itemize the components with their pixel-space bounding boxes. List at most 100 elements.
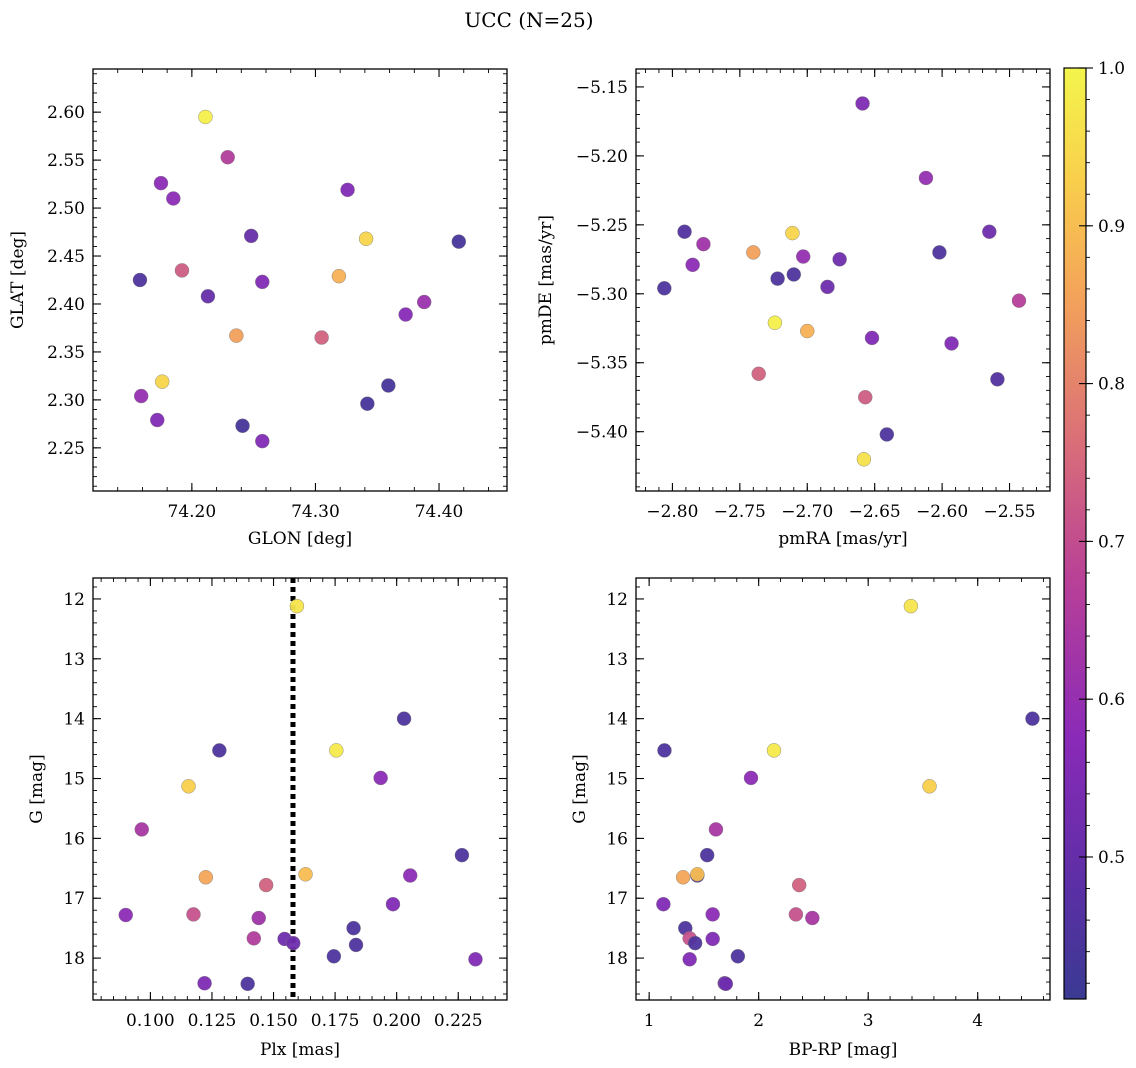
scatter-point [174, 263, 190, 278]
scatter-point [403, 868, 418, 883]
scatter-point [331, 268, 347, 284]
scatter-point [903, 598, 919, 614]
x-tick-label: −2.70 [781, 502, 833, 522]
marks-layer: −2.80 −2.75 −2.70 −2.65 −2.60 −2.55 −5.40 −5.35… [576, 69, 1050, 522]
colorbar-tick-label: 0.7 [1098, 532, 1125, 552]
scatter-point [796, 249, 811, 264]
scatter-point [791, 877, 807, 893]
colorbar-tick-label: 1.0 [1098, 59, 1125, 79]
scatter-point [864, 330, 880, 346]
panel-frame [635, 577, 1051, 1001]
y-tick-label: 15 [606, 770, 628, 790]
panel-frame [635, 68, 1051, 492]
scatter-point [687, 935, 703, 951]
x-tick-label: 0.200 [372, 1011, 421, 1031]
scatter-point [246, 931, 262, 946]
y-tick-label: −5.15 [576, 78, 628, 98]
scatter-point [982, 224, 997, 239]
colorbar-ticks: 0.5 0.6 0.7 0.8 0.9 1.0 [1079, 59, 1125, 984]
scatter-point [134, 822, 149, 837]
x-tick-label: 2 [753, 1011, 764, 1031]
scatter-point [770, 271, 785, 286]
scatter-point [373, 770, 388, 786]
y-tick-label: 2.55 [47, 151, 85, 171]
scatter-point [396, 711, 412, 726]
x-tick-label: 0.225 [434, 1011, 483, 1031]
y-tick-label: 2.30 [47, 391, 85, 411]
y-tick-label: 2.45 [47, 247, 85, 267]
y-tick-label: −5.30 [576, 285, 628, 305]
scatter-point [832, 252, 847, 267]
y-tick-label: 18 [606, 949, 628, 969]
scatter-point [922, 779, 937, 794]
scatter-point [360, 396, 375, 411]
scatter-point [932, 245, 947, 260]
y-tick-label: 2.25 [47, 439, 85, 459]
x-tick-label: 4 [972, 1011, 983, 1031]
scatter-point [385, 897, 401, 912]
y-tick-label: 12 [606, 590, 628, 610]
x-tick-label: −2.55 [983, 502, 1035, 522]
scatter-point [298, 867, 313, 882]
scatter-point [166, 191, 181, 206]
scatter-point [289, 598, 305, 614]
scatter-point [255, 274, 270, 290]
panel-frame [92, 68, 508, 492]
scatter-point [235, 418, 250, 433]
scatter-point [200, 289, 216, 304]
y-tick-label: 16 [63, 829, 85, 849]
y-tick-label: 17 [606, 889, 628, 909]
y-axis-label: pmDE [mas/yr] [536, 215, 556, 345]
scatter-point [197, 976, 212, 991]
y-tick-label: 14 [606, 710, 628, 730]
scatter-point [696, 236, 711, 252]
y-tick-label: 15 [63, 770, 85, 790]
scatter-point [656, 897, 671, 912]
x-tick-label: −2.80 [646, 502, 698, 522]
scatter-point [358, 231, 374, 246]
scatter-point [153, 175, 169, 191]
panel-glon-glat: 74.20 74.30 74.40 2.25 2.30 2.35 2.40 2.45 2.50 2… [8, 68, 508, 549]
marks-layer: 0.100 0.125 0.150 0.175 0.200 0.225 12 13 14 15 16… [63, 578, 507, 1031]
scatter-point [766, 743, 782, 758]
scatter-point [1011, 293, 1027, 308]
y-tick-label: 2.40 [47, 295, 85, 315]
colorbar: 0.5 0.6 0.7 0.8 0.9 1.0 [1063, 59, 1125, 1000]
scatter-point [417, 294, 432, 310]
y-tick-label: 13 [606, 650, 628, 670]
colorbar-gradient [1063, 67, 1087, 1000]
scatter-point [730, 949, 746, 964]
scatter-point [454, 847, 470, 863]
scatter-point [657, 743, 672, 758]
y-axis-label: G [mag] [27, 754, 47, 823]
y-tick-label: 2.60 [47, 103, 85, 123]
y-axis-label: GLAT [deg] [8, 231, 28, 329]
colorbar-tick-label: 0.5 [1098, 848, 1125, 868]
scatter-point [856, 452, 872, 467]
y-tick-label: 2.50 [47, 199, 85, 219]
scatter-point [133, 388, 149, 404]
scatter-point [255, 433, 270, 449]
x-axis-label: pmRA [mas/yr] [778, 529, 907, 549]
scatter-point [918, 170, 934, 186]
x-tick-label: −2.65 [849, 502, 901, 522]
scatter-point [468, 952, 483, 967]
scatter-point [240, 976, 255, 992]
scatter-point [855, 96, 870, 111]
scatter-point [786, 267, 801, 282]
x-tick-label: 74.30 [291, 502, 340, 522]
scatter-point [800, 323, 815, 339]
scatter-point [858, 390, 873, 405]
scatter-point [348, 937, 364, 953]
scatter-point [690, 867, 705, 882]
figure-title: UCC (N=25) [464, 8, 593, 32]
y-tick-label: 13 [63, 650, 85, 670]
x-tick-label: 74.40 [415, 502, 464, 522]
y-tick-label: 14 [63, 710, 85, 730]
scatter-point [675, 870, 691, 885]
y-axis-label: G [mag] [570, 754, 590, 823]
scatter-point [181, 779, 196, 794]
